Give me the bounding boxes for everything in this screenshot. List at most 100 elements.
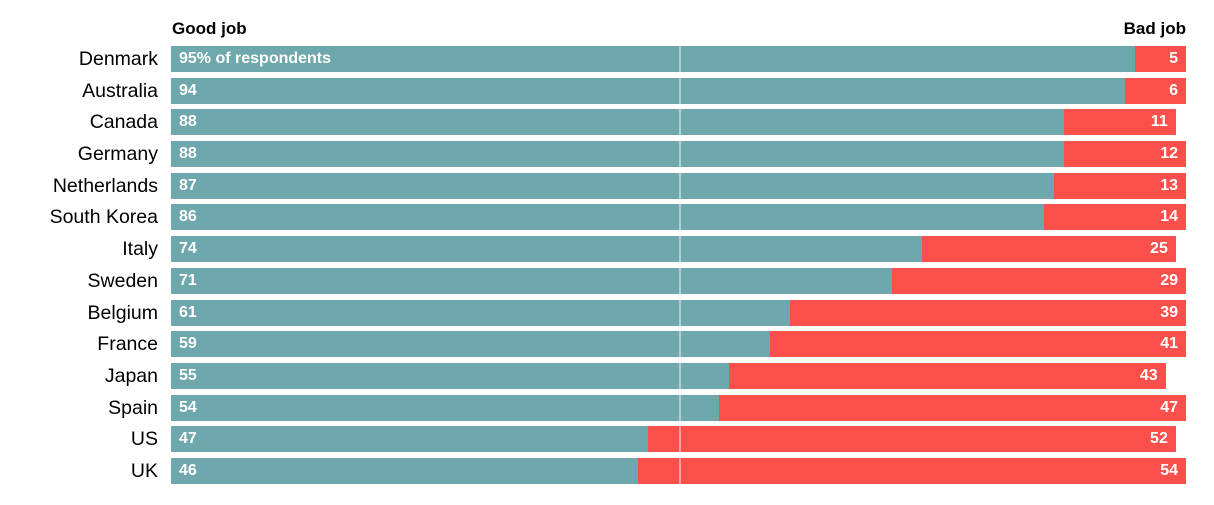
bad-value-label: 47	[1160, 398, 1178, 416]
good-value-label: 88	[179, 145, 197, 163]
good-job-bar: 94	[171, 77, 1126, 104]
chart-row: UK 46 54	[0, 457, 1214, 490]
chart-row: Italy 74 25	[0, 236, 1214, 268]
bad-value-label: 41	[1160, 335, 1178, 353]
bar-track: 88 11	[171, 109, 1186, 136]
bar-track: 74 25	[171, 236, 1186, 263]
bad-value-label: 39	[1160, 303, 1178, 321]
country-label: US	[130, 428, 158, 451]
bar-track: 71 29	[171, 267, 1186, 294]
good-job-bar: 55	[171, 362, 730, 389]
country-label: Sweden	[87, 269, 158, 292]
bar-track: 59 41	[171, 331, 1186, 358]
good-value-label: 71	[179, 271, 197, 289]
good-value-label: 87	[179, 176, 197, 194]
bad-job-bar: 11	[1064, 109, 1176, 136]
bad-job-bar: 52	[648, 426, 1176, 453]
chart-row: Canada 88 11	[0, 109, 1214, 141]
bar-track: 54 47	[171, 394, 1186, 421]
chart-row: US 47 52	[0, 426, 1214, 458]
bad-job-bar: 29	[891, 267, 1186, 294]
good-job-bar: 54	[171, 394, 720, 421]
bar-track: 88 12	[171, 141, 1186, 168]
bad-job-header: Bad job	[1123, 19, 1186, 38]
good-value-label: 47	[179, 430, 197, 448]
country-label: Belgium	[87, 301, 158, 324]
good-job-bar: 86	[171, 204, 1044, 231]
good-value-label: 94	[179, 81, 197, 99]
good-value-label: 86	[179, 208, 197, 226]
chart-row: Belgium 61 39	[0, 299, 1214, 332]
chart-row: Netherlands 87 13	[0, 172, 1214, 205]
country-label: Japan	[104, 364, 158, 387]
country-label: Australia	[82, 79, 158, 102]
good-job-bar: 95% of respondents	[171, 46, 1136, 72]
bar-track: 55 43	[171, 362, 1186, 389]
chart-row: Japan 55 43	[0, 362, 1214, 395]
good-value-label: 74	[179, 240, 197, 258]
country-label: Denmark	[78, 48, 158, 70]
country-label: Canada	[89, 111, 158, 134]
good-job-bar: 88	[171, 109, 1065, 136]
country-label: France	[97, 333, 158, 356]
good-job-bar: 74	[171, 236, 923, 263]
chart-row: Spain 54 47	[0, 394, 1214, 427]
country-label: Netherlands	[52, 174, 158, 197]
bar-track: 87 13	[171, 172, 1186, 199]
chart-row: Denmark 95% of respondents 5	[0, 46, 1214, 78]
country-label: UK	[130, 459, 158, 482]
good-value-label: 46	[179, 461, 197, 479]
good-job-bar: 87	[171, 172, 1055, 199]
good-value-label: 61	[179, 303, 197, 321]
bad-job-bar: 54	[637, 457, 1186, 484]
bad-job-bar: 5	[1135, 46, 1186, 72]
bad-job-bar: 13	[1054, 172, 1186, 199]
bad-job-bar: 39	[790, 299, 1186, 326]
good-job-bar: 61	[171, 299, 791, 326]
good-value-label: 54	[179, 398, 197, 416]
bad-job-bar: 25	[922, 236, 1176, 263]
chart-row: Sweden 71 29	[0, 267, 1214, 300]
bad-job-bar: 47	[719, 394, 1186, 421]
good-value-label: 59	[179, 335, 197, 353]
chart-rows: Denmark 95% of respondents 5 Australia 9…	[0, 46, 1214, 490]
bad-value-label: 5	[1169, 50, 1178, 67]
good-job-bar: 88	[171, 141, 1065, 168]
bad-value-label: 11	[1150, 113, 1168, 131]
bar-track: 95% of respondents 5	[171, 46, 1186, 72]
bad-job-bar: 41	[769, 331, 1186, 358]
chart-row: Australia 94 6	[0, 77, 1214, 110]
bar-track: 46 54	[171, 457, 1186, 484]
good-value-label: 55	[179, 366, 197, 384]
bar-track: 47 52	[171, 426, 1186, 453]
country-label: Italy	[122, 238, 158, 261]
bad-value-label: 54	[1160, 461, 1178, 479]
country-label: Germany	[77, 143, 158, 166]
good-value-label: 95% of respondents	[179, 50, 332, 67]
country-label: Spain	[108, 396, 158, 419]
good-job-bar: 59	[171, 331, 770, 358]
bad-value-label: 43	[1139, 366, 1158, 384]
bad-value-label: 13	[1160, 176, 1178, 194]
good-job-bar: 71	[171, 267, 892, 294]
bad-job-bar: 12	[1064, 141, 1186, 168]
good-job-bar: 46	[171, 457, 638, 484]
bad-job-bar: 43	[729, 362, 1166, 389]
chart-row: South Korea 86 14	[0, 204, 1214, 236]
bad-value-label: 14	[1160, 208, 1178, 226]
good-job-header: Good job	[172, 19, 247, 38]
bar-track: 86 14	[171, 204, 1186, 231]
country-label: South Korea	[49, 206, 158, 229]
bar-track: 94 6	[171, 77, 1186, 104]
bad-value-label: 6	[1169, 81, 1178, 99]
bad-job-bar: 14	[1043, 204, 1186, 231]
good-job-bar: 47	[171, 426, 649, 453]
bad-value-label: 29	[1160, 271, 1178, 289]
bad-value-label: 52	[1150, 430, 1168, 448]
bar-track: 61 39	[171, 299, 1186, 326]
bad-value-label: 25	[1150, 240, 1168, 258]
good-value-label: 88	[179, 113, 197, 131]
bad-job-bar: 6	[1125, 77, 1186, 104]
chart-row: France 59 41	[0, 331, 1214, 363]
chart-row: Germany 88 12	[0, 141, 1214, 173]
